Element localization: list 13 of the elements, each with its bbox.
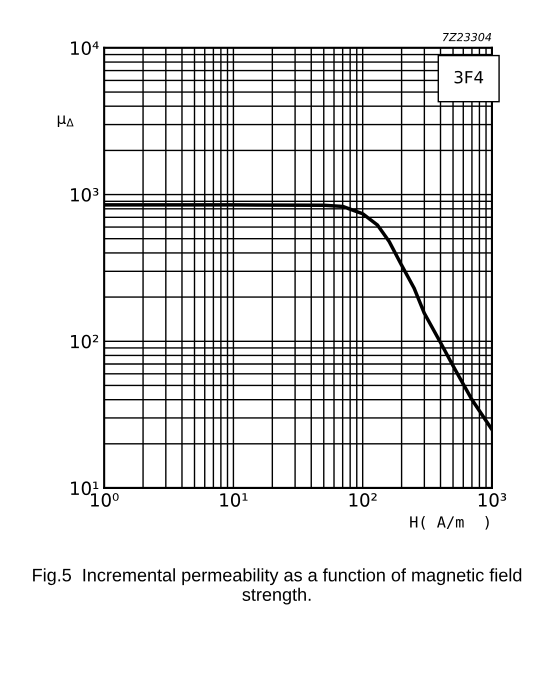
y-tick-label: 10¹ — [71, 481, 98, 496]
y-tick-label: 10⁴ — [71, 41, 99, 55]
x-tick-label: 10² — [350, 493, 377, 507]
text: Fig.5 Incremental permeability as a function of magnetic field strength. — [33, 568, 522, 605]
x-tick-label: 10⁰ — [91, 493, 119, 507]
y-tick-label: 10³ — [71, 188, 98, 202]
x-tick-label: 10¹ — [220, 493, 248, 507]
y-axis-title: μ$_{Δ}$ — [58, 115, 74, 127]
x-tick-label: 10³ — [478, 493, 506, 507]
x-axis-title: H( A/m ) — [410, 516, 489, 530]
text: 7Z23304 — [442, 32, 492, 42]
annotation: 3F4 — [454, 70, 484, 84]
y-tick-label: 10² — [71, 334, 98, 348]
